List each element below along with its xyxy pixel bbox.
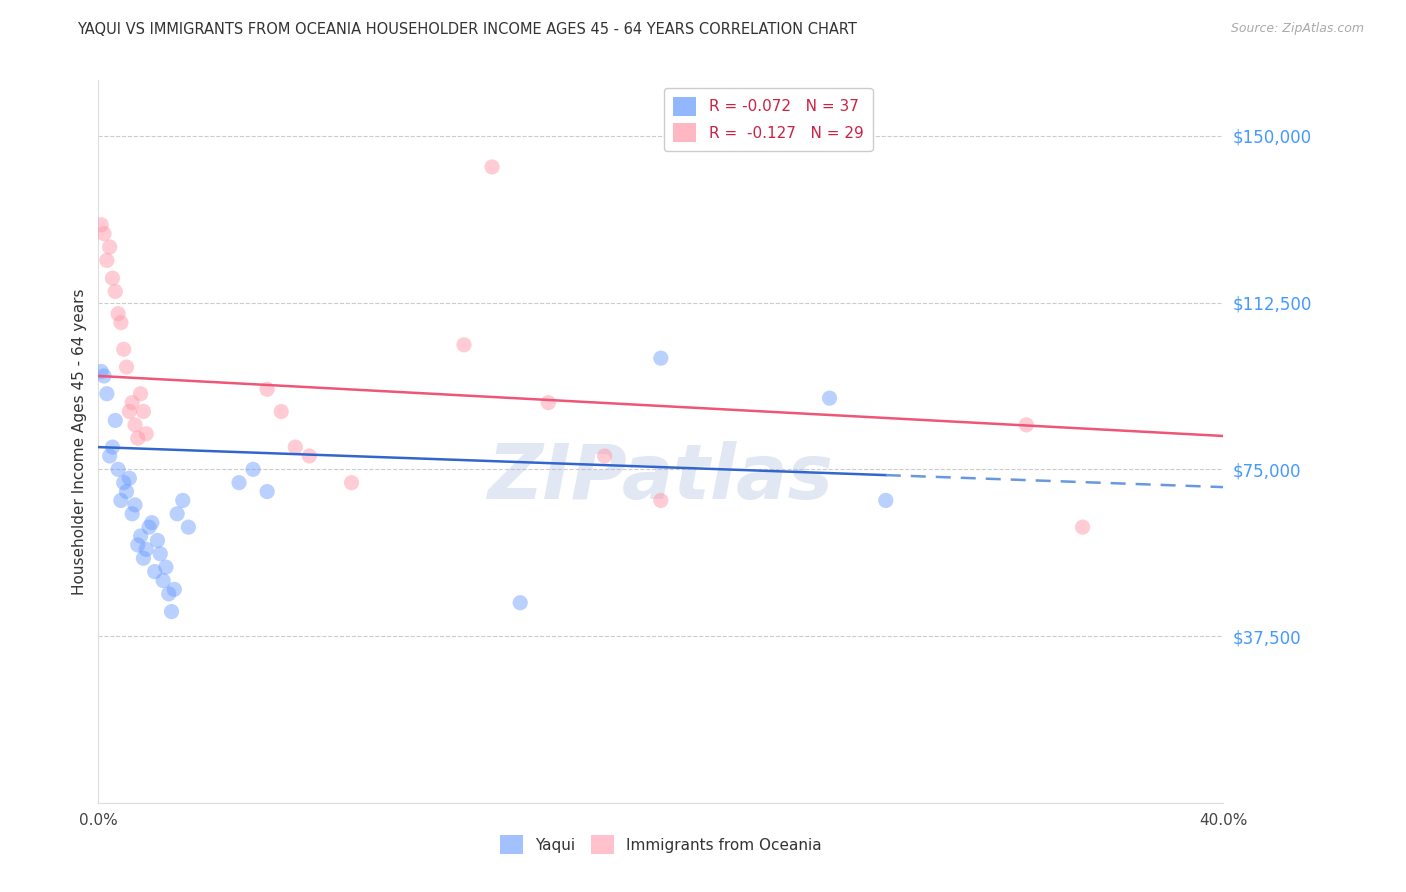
Point — [157, 587, 180, 601]
Point — [160, 605, 183, 619]
Point — [1071, 520, 1094, 534]
Point — [110, 493, 132, 508]
Point — [127, 538, 149, 552]
Point — [90, 364, 112, 378]
Point — [115, 360, 138, 375]
Point — [107, 462, 129, 476]
Point — [118, 471, 141, 485]
Point — [242, 462, 264, 476]
Point — [112, 475, 135, 490]
Point — [270, 404, 292, 418]
Point — [118, 404, 141, 418]
Point — [138, 520, 160, 534]
Point — [124, 417, 146, 432]
Point — [141, 516, 163, 530]
Point — [115, 484, 138, 499]
Point — [93, 368, 115, 383]
Text: YAQUI VS IMMIGRANTS FROM OCEANIA HOUSEHOLDER INCOME AGES 45 - 64 YEARS CORRELATI: YAQUI VS IMMIGRANTS FROM OCEANIA HOUSEHO… — [77, 22, 858, 37]
Point — [104, 285, 127, 299]
Point — [340, 475, 363, 490]
Point — [90, 218, 112, 232]
Text: Source: ZipAtlas.com: Source: ZipAtlas.com — [1230, 22, 1364, 36]
Point — [298, 449, 321, 463]
Point — [163, 582, 186, 597]
Point — [650, 493, 672, 508]
Point — [135, 426, 157, 441]
Point — [537, 395, 560, 409]
Point — [593, 449, 616, 463]
Point — [98, 240, 121, 254]
Point — [101, 271, 124, 285]
Point — [132, 404, 155, 418]
Point — [509, 596, 531, 610]
Point — [284, 440, 307, 454]
Point — [127, 431, 149, 445]
Point — [143, 565, 166, 579]
Point — [98, 449, 121, 463]
Point — [149, 547, 172, 561]
Point — [256, 484, 278, 499]
Point — [121, 507, 143, 521]
Point — [453, 338, 475, 352]
Point — [101, 440, 124, 454]
Point — [1015, 417, 1038, 432]
Point — [129, 529, 152, 543]
Point — [104, 413, 127, 427]
Legend: Yaqui, Immigrants from Oceania: Yaqui, Immigrants from Oceania — [494, 830, 828, 860]
Point — [121, 395, 143, 409]
Point — [177, 520, 200, 534]
Point — [112, 343, 135, 357]
Point — [650, 351, 672, 366]
Point — [96, 386, 118, 401]
Y-axis label: Householder Income Ages 45 - 64 years: Householder Income Ages 45 - 64 years — [72, 288, 87, 595]
Point — [107, 307, 129, 321]
Point — [228, 475, 250, 490]
Point — [96, 253, 118, 268]
Point — [155, 560, 177, 574]
Point — [135, 542, 157, 557]
Point — [146, 533, 169, 548]
Point — [481, 160, 503, 174]
Point — [818, 391, 841, 405]
Point — [166, 507, 188, 521]
Point — [152, 574, 174, 588]
Point — [132, 551, 155, 566]
Text: ZIPatlas: ZIPatlas — [488, 441, 834, 515]
Point — [129, 386, 152, 401]
Point — [110, 316, 132, 330]
Point — [124, 498, 146, 512]
Point — [172, 493, 194, 508]
Point — [256, 382, 278, 396]
Point — [93, 227, 115, 241]
Point — [875, 493, 897, 508]
